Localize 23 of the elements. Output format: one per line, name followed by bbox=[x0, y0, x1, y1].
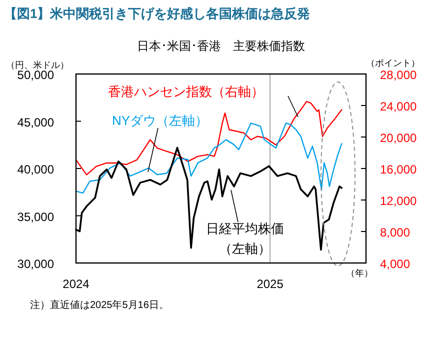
y-axis-title: （円、米ドル） bbox=[6, 60, 69, 70]
series-label: NYダウ（左軸） bbox=[112, 113, 208, 128]
y2-tick-label: 20,000 bbox=[380, 131, 418, 145]
y2-tick-label: 24,000 bbox=[380, 100, 418, 114]
text: 注）直近値は2025年5月16日。 bbox=[30, 299, 169, 311]
y-tick-label: 40,000 bbox=[17, 162, 54, 176]
chart-subtitle: 日本･米国･香港 主要株価指数 bbox=[137, 39, 305, 53]
text: 香港ハンセン指数（右軸） bbox=[108, 84, 264, 99]
y2-axis-title: （ポイント） bbox=[366, 58, 420, 68]
chart-title: 【図1】米中関税引き下げを好感し各国株価は急反発 bbox=[4, 6, 310, 21]
series-label: 日経平均株価（左軸） bbox=[206, 221, 284, 256]
y2-tick-label: 28,000 bbox=[380, 68, 418, 82]
x-axis-title: （年） bbox=[346, 268, 373, 278]
y-tick-label: 35,000 bbox=[17, 210, 54, 224]
x-tick-label: 2024 bbox=[62, 277, 90, 291]
line-series bbox=[75, 100, 342, 176]
y2-tick-label: 16,000 bbox=[380, 162, 418, 176]
y2-tick-label: 8,000 bbox=[380, 226, 410, 240]
y2-tick-label: 4,000 bbox=[380, 257, 410, 271]
x-tick-label: 2025 bbox=[256, 277, 284, 291]
y-tick-label: 45,000 bbox=[17, 115, 54, 130]
y-tick-label: 30,000 bbox=[17, 257, 54, 271]
y2-tick-label: 12,000 bbox=[380, 194, 418, 208]
